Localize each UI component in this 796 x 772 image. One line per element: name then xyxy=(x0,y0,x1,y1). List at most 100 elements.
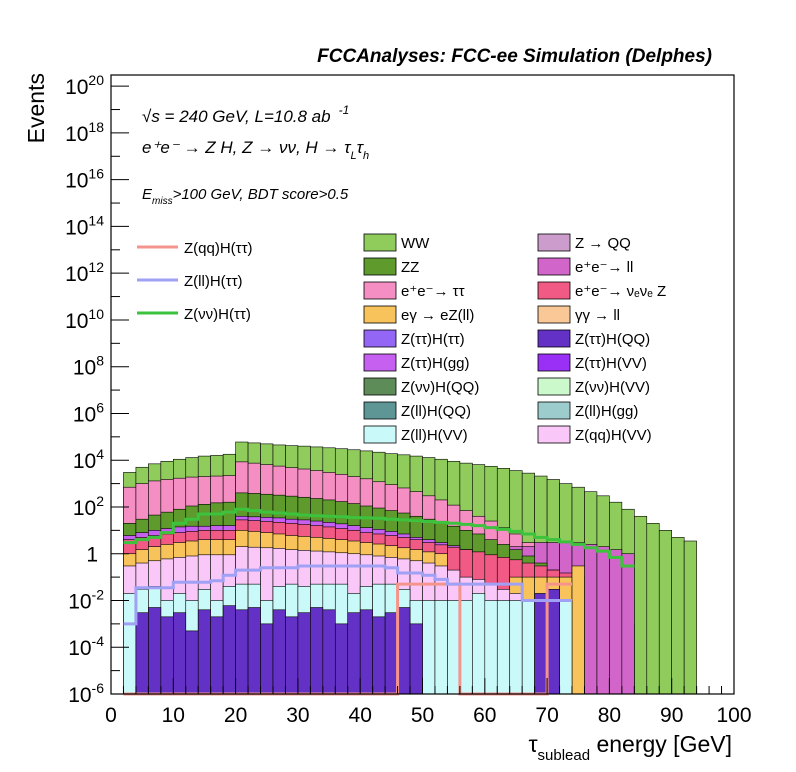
y-tick-label: 1018 xyxy=(65,119,104,146)
x-axis-label: τsublead energy [GeV] xyxy=(528,731,732,764)
bar-z-ll-h-vv-24 xyxy=(422,600,436,695)
bar-ww-45 xyxy=(683,540,697,695)
legend-label-e-e: e⁺e⁻→ ττ xyxy=(401,283,465,300)
legend-swatch-e-e xyxy=(363,281,397,300)
bar-ww-44 xyxy=(671,537,685,695)
x-tick-label: 0 xyxy=(105,704,117,727)
x-tick-label: 80 xyxy=(598,704,621,727)
annotation-block: √s = 240 GeV, L=10.8 ab -1 e⁺e⁻ → Z H, Z … xyxy=(142,103,369,207)
bar-e-e-ll-37 xyxy=(584,544,598,695)
annotation-sqrt-s-main: √s = 240 GeV, L=10.8 ab xyxy=(142,107,331,126)
x-tick-label: 60 xyxy=(473,704,496,727)
bar-z-h-qq-22 xyxy=(397,607,411,695)
bar-z-h-qq-4 xyxy=(173,612,187,695)
legend-label-ll: γγ → ll xyxy=(575,307,620,324)
bar-z-h-qq-18 xyxy=(347,612,361,695)
bar-z-h-qq-2 xyxy=(148,607,162,695)
legend-label-z-h-qq: Z(νν)H(QQ) xyxy=(401,379,479,396)
bar-z-h-qq-9 xyxy=(235,609,249,695)
y-tick-label: 1010 xyxy=(65,306,104,333)
bar-z-h-qq-6 xyxy=(197,609,211,695)
bar-z-h-qq-23 xyxy=(409,623,423,695)
bar-z-h-qq-21 xyxy=(384,612,398,695)
bar-z-h-qq-3 xyxy=(160,616,174,695)
legend-swatch-z-h-vv xyxy=(537,377,571,396)
legend-swatch-z-ll-h-gg xyxy=(537,401,571,420)
legend-label-z-qq-h-vv: Z(qq)H(VV) xyxy=(575,427,652,444)
x-axis-ticks: 0 10 20 30 40 50 60 70 80 90 100 xyxy=(105,678,752,727)
bar-e-e-ll-39 xyxy=(609,549,623,695)
legend-label-e-e-ll: e⁺e⁻→ ll xyxy=(575,259,633,276)
bar-z-h-qq-33 xyxy=(534,593,548,695)
bar-e-e-ll-38 xyxy=(596,546,610,695)
x-axis-label-sub: sublead xyxy=(538,747,591,764)
bar-z-h-qq-16 xyxy=(322,609,336,695)
bar-z-ll-h-vv-0 xyxy=(123,593,137,695)
y-tick-label: 1014 xyxy=(65,212,104,239)
legend-swatch-z-qq xyxy=(537,233,571,252)
annotation-process-sub1: L xyxy=(351,150,357,162)
annotation-process-tau2: τ xyxy=(357,138,365,157)
legend-label-z-ll-h-gg: Z(ll)H(gg) xyxy=(575,403,638,420)
x-tick-label: 50 xyxy=(411,704,434,727)
annotation-process-sub2: h xyxy=(363,150,369,162)
y-tick-label: 1020 xyxy=(65,72,104,99)
legend-swatch-ww xyxy=(363,233,397,252)
legend-label-z-h-gg: Z(ττ)H(gg) xyxy=(401,355,470,372)
x-tick-label: 100 xyxy=(716,704,751,727)
x-tick-label: 10 xyxy=(162,704,185,727)
x-tick-label: 20 xyxy=(224,704,247,727)
legend-swatch-z-h-vv xyxy=(537,353,571,372)
legend-swatch-z-h-qq xyxy=(537,329,571,348)
annotation-cuts-e: E xyxy=(142,186,153,203)
header-title: FCCAnalyses: FCC-ee Simulation (Delphes) xyxy=(317,46,712,67)
legend-swatch-e-ez-ll xyxy=(363,305,397,324)
y-axis-label: Events xyxy=(23,73,49,143)
legend-label-ww: WW xyxy=(401,235,430,252)
bar-z-h-qq-1 xyxy=(135,612,149,695)
legend-label-z-h: Z(νν)H(ττ) xyxy=(184,306,251,323)
bar-z-ll-h-vv-28 xyxy=(472,593,486,695)
bar-z-ll-h-vv-25 xyxy=(434,600,448,695)
signal-line-z-h xyxy=(123,507,635,568)
bar-z-ll-h-vv-27 xyxy=(459,600,473,695)
y-tick-label: 108 xyxy=(73,353,104,380)
legend-label-z-qq-h: Z(qq)H(ττ) xyxy=(184,240,253,257)
bar-z-h-qq-12 xyxy=(272,609,286,695)
legend-label-e-e-z: e⁺e⁻→ νₑνₑ Z xyxy=(575,283,666,300)
legend-label-z-ll-h-qq: Z(ll)H(QQ) xyxy=(401,403,471,420)
legend-swatch-z-h-qq xyxy=(363,377,397,396)
legend-swatch-zz xyxy=(363,257,397,276)
legend-label-e-ez-ll: eγ → eZ(ll) xyxy=(401,307,474,324)
bar-z-ll-h-vv-31 xyxy=(509,600,523,695)
bar-z-h-qq-7 xyxy=(210,616,224,695)
bar-e-e-ll-40 xyxy=(621,553,635,695)
y-tick-label: 1016 xyxy=(65,166,104,193)
histogram-bars xyxy=(123,441,697,695)
y-tick-label: 102 xyxy=(73,493,104,520)
legend-swatch-z-qq-h-vv xyxy=(537,425,571,444)
y-tick-label: 1 xyxy=(86,544,98,567)
legend-label-z-ll-h-vv: Z(ll)H(VV) xyxy=(401,427,468,444)
legend-swatch-z-ll-h-qq xyxy=(363,401,397,420)
bar-e-ez-ll-36 xyxy=(571,565,585,695)
y-tick-label: 10-4 xyxy=(68,633,104,660)
x-tick-label: 40 xyxy=(349,704,372,727)
bar-z-ll-h-vv-29 xyxy=(484,600,498,695)
legend-swatch-z-h-gg xyxy=(363,353,397,372)
legend-swatch-e-e-ll xyxy=(537,257,571,276)
annotation-cuts-rest: >100 GeV, BDT score>0.5 xyxy=(173,186,349,203)
y-tick-label: 1012 xyxy=(65,259,104,286)
annotation-sqrt-s: √s = 240 GeV, L=10.8 ab -1 xyxy=(142,103,349,126)
x-tick-label: 90 xyxy=(660,704,683,727)
y-axis-ticks: 1020 1018 1016 1014 1012 1010 108 106 104 102 1 10-… xyxy=(65,72,129,707)
y-tick-label: 10-2 xyxy=(68,586,104,613)
legend-label-zz: ZZ xyxy=(401,259,419,276)
bar-z-h-qq-14 xyxy=(297,612,311,695)
annotation-cuts-sub: miss xyxy=(152,196,173,207)
legend-label-z-h-vv: Z(νν)H(VV) xyxy=(575,379,650,396)
legend-swatch-z-h xyxy=(363,329,397,348)
legend-label-z-h-vv: Z(ττ)H(VV) xyxy=(575,355,647,372)
bar-z-h-qq-15 xyxy=(310,607,324,695)
